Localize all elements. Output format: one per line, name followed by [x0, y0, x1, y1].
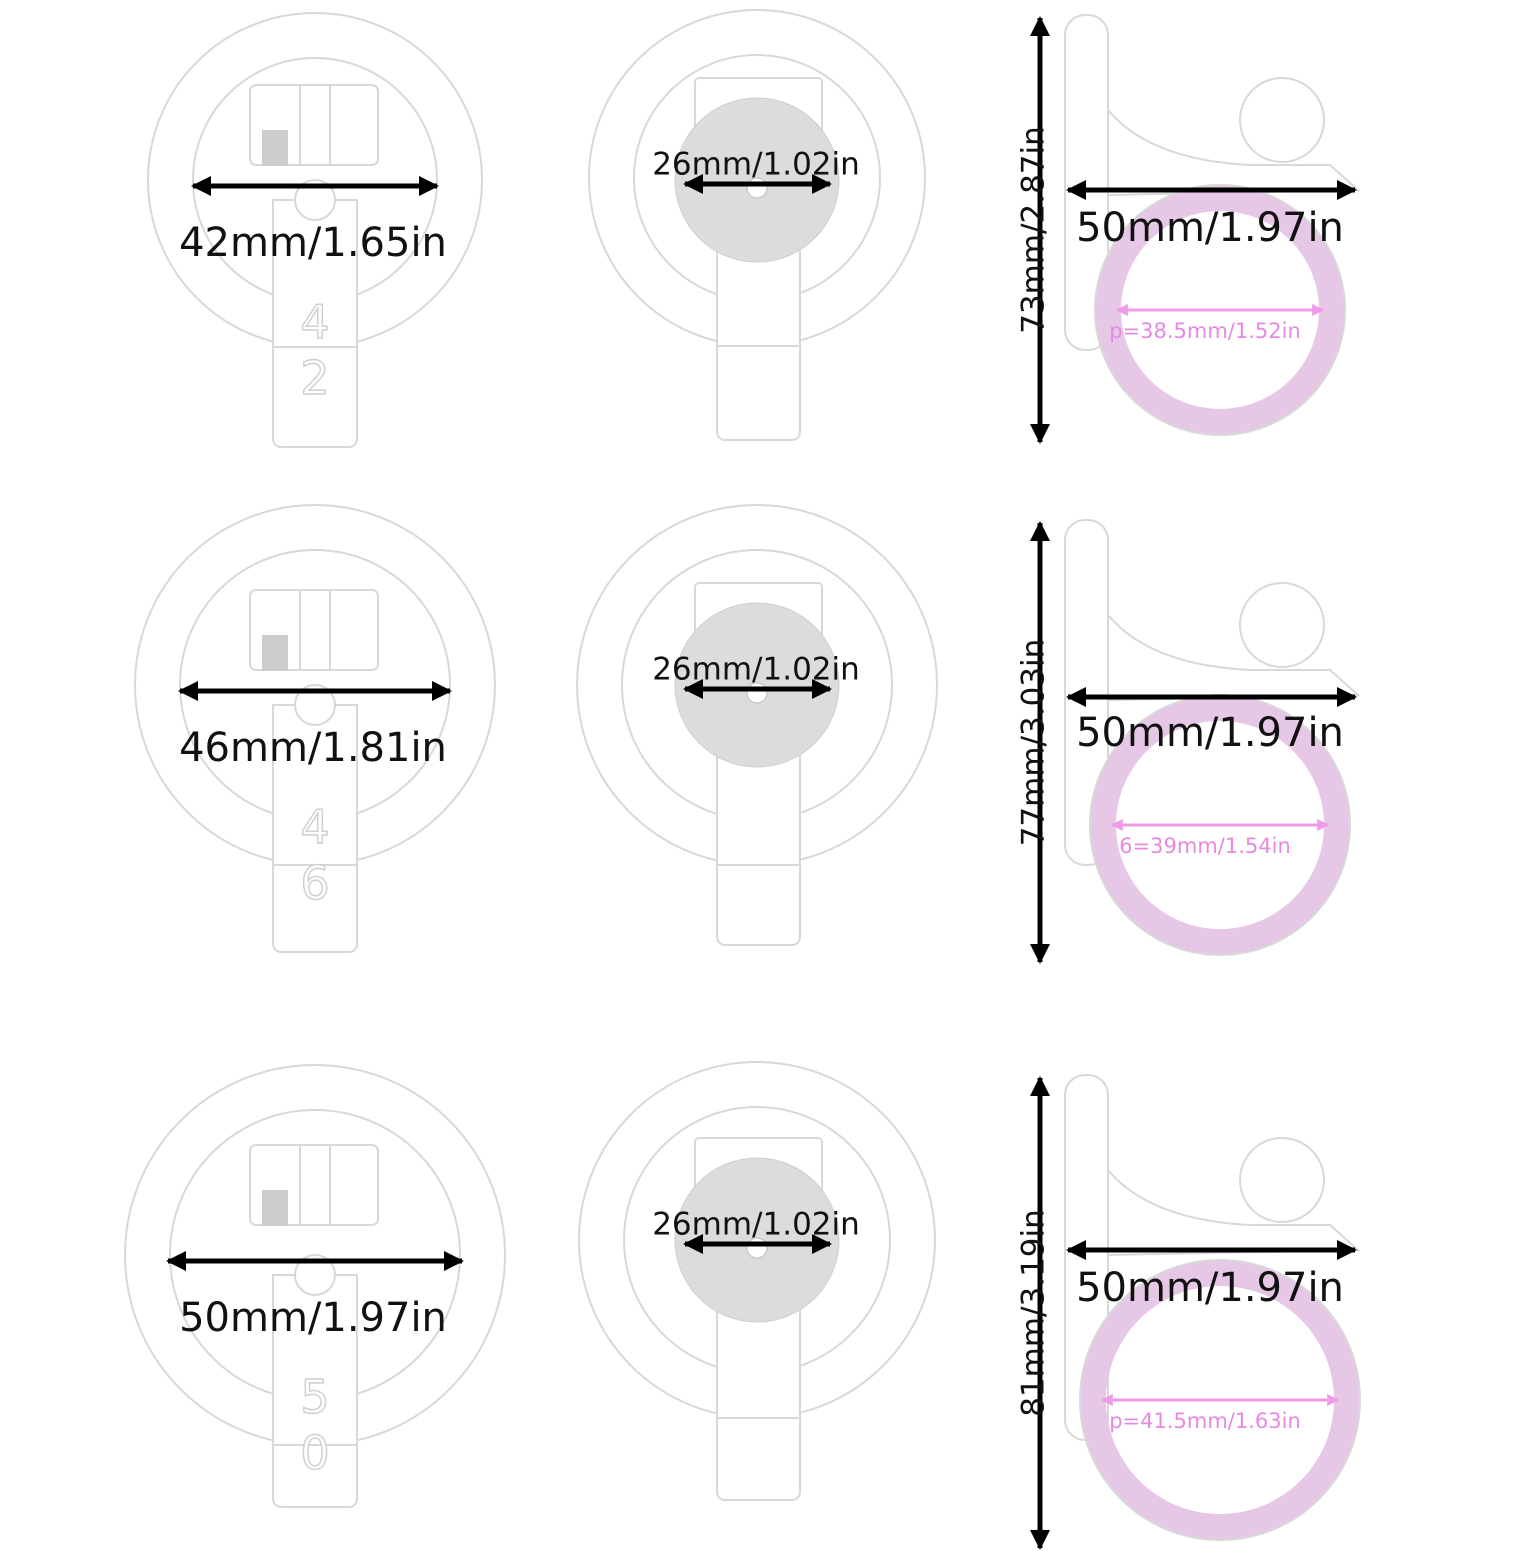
side-height-label: 77mm/3.03in [1016, 639, 1052, 847]
back-width-label: 26mm/1.02in [652, 652, 860, 688]
front-width-label: 46mm/1.81in [179, 725, 447, 771]
size-mark: 50 [288, 1370, 342, 1482]
front-tab-inner [272, 199, 358, 348]
lock-slot [262, 635, 288, 671]
size-mark: 46 [288, 800, 342, 912]
front-width-label: 50mm/1.97in [179, 1295, 447, 1341]
size-mark: 42 [288, 295, 342, 407]
side-depth-label: 50mm/1.97in [1076, 205, 1344, 251]
side-ring-edge [1079, 1259, 1361, 1541]
side-knob [1239, 77, 1325, 163]
front-width-label: 42mm/1.65in [179, 220, 447, 266]
side-depth-label: 50mm/1.97in [1076, 1265, 1344, 1311]
inner-diameter-label: p=38.5mm/1.52in [1109, 319, 1301, 343]
side-plate [1107, 107, 1361, 197]
side-ring [1080, 1260, 1360, 1540]
back-width-label: 26mm/1.02in [652, 1207, 860, 1243]
side-knob [1239, 582, 1325, 668]
side-height-label: 81mm/3.19in [1016, 1209, 1052, 1417]
lock-slot [262, 1190, 288, 1226]
side-knob [1239, 1137, 1325, 1223]
side-ring [1090, 695, 1350, 955]
inner-diameter-label: p=41.5mm/1.63in [1109, 1409, 1301, 1433]
side-height-label: 73mm/2.87in [1016, 126, 1052, 334]
inner-diameter-label: 6=39mm/1.54in [1119, 834, 1291, 858]
lock-slot [262, 130, 288, 166]
side-plate [1107, 1167, 1361, 1257]
back-width-label: 26mm/1.02in [652, 147, 860, 183]
side-depth-label: 50mm/1.97in [1076, 710, 1344, 756]
front-tab-inner [272, 704, 358, 866]
front-tab-inner [272, 1274, 358, 1446]
side-plate [1107, 612, 1361, 702]
